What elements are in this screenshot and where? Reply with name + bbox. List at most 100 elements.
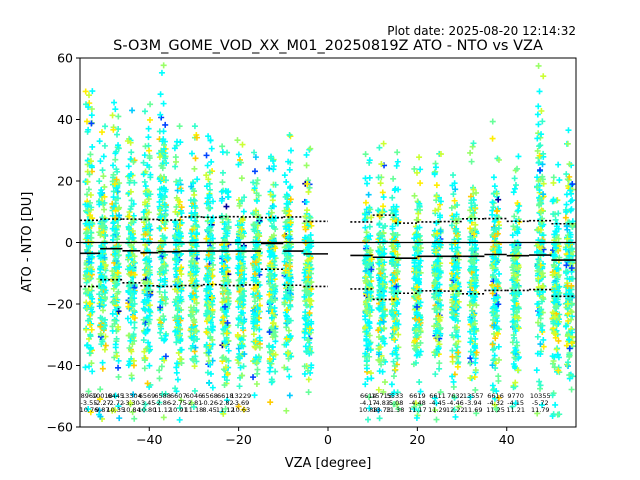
data-point xyxy=(128,269,135,276)
data-point xyxy=(451,406,458,413)
data-point xyxy=(88,112,95,119)
data-point xyxy=(85,207,92,214)
data-point xyxy=(287,235,294,242)
data-point xyxy=(470,140,477,147)
data-point xyxy=(178,287,185,294)
data-point xyxy=(376,220,383,227)
data-point xyxy=(97,263,104,270)
data-point xyxy=(413,169,420,176)
data-point xyxy=(432,207,439,214)
data-point xyxy=(493,312,500,319)
data-point xyxy=(100,258,107,265)
data-point xyxy=(203,343,210,350)
data-point xyxy=(416,401,423,408)
data-point xyxy=(395,331,402,338)
data-point xyxy=(219,299,226,306)
data-point xyxy=(89,143,96,150)
data-point xyxy=(375,259,382,266)
data-point xyxy=(225,337,232,344)
data-point xyxy=(129,107,136,114)
data-point xyxy=(267,191,274,198)
data-point xyxy=(549,272,556,279)
data-point xyxy=(112,106,119,113)
scatter-column xyxy=(388,149,402,413)
data-point xyxy=(116,264,123,271)
data-point xyxy=(362,381,369,388)
data-point xyxy=(549,198,556,205)
data-point xyxy=(187,292,194,299)
data-point xyxy=(141,152,148,159)
data-point xyxy=(377,270,384,277)
data-point xyxy=(450,315,457,322)
data-point xyxy=(516,251,523,258)
data-point xyxy=(252,338,259,345)
scatter-column xyxy=(124,107,138,422)
data-point xyxy=(141,365,148,372)
data-point xyxy=(251,271,258,277)
data-point xyxy=(87,192,94,199)
data-point xyxy=(449,299,456,306)
data-point xyxy=(433,220,440,227)
data-point xyxy=(411,337,418,344)
data-point xyxy=(174,138,181,145)
data-point xyxy=(128,372,135,379)
data-point xyxy=(115,373,122,380)
data-point xyxy=(392,263,399,270)
data-point xyxy=(101,254,108,261)
data-point xyxy=(301,370,308,377)
data-point xyxy=(564,235,571,242)
data-point xyxy=(416,316,423,323)
data-point xyxy=(556,177,563,184)
data-point xyxy=(172,296,179,303)
stat-count: 5533 xyxy=(387,392,404,400)
data-point xyxy=(433,266,440,273)
data-point xyxy=(413,309,420,316)
scatter-column xyxy=(140,101,154,413)
data-point xyxy=(112,250,119,257)
data-point xyxy=(455,290,462,297)
data-point xyxy=(143,286,150,293)
data-point xyxy=(157,111,164,118)
data-point xyxy=(207,361,214,368)
data-point xyxy=(254,306,261,313)
data-point xyxy=(194,176,201,183)
stat-count: 10018 xyxy=(92,392,113,400)
data-point xyxy=(250,374,257,381)
stat-mean: -2.82 xyxy=(217,399,234,407)
data-point xyxy=(86,171,93,178)
data-point xyxy=(112,215,119,222)
data-point xyxy=(305,376,312,383)
data-point xyxy=(377,244,384,251)
data-point xyxy=(206,169,213,176)
data-point xyxy=(87,321,94,328)
stat-count: 6588 xyxy=(154,392,171,400)
data-point xyxy=(174,360,181,367)
data-point xyxy=(162,204,169,211)
data-point xyxy=(509,232,516,239)
data-point xyxy=(220,277,227,284)
data-point xyxy=(563,201,570,208)
data-point xyxy=(413,269,420,276)
stat-std: 12.22 xyxy=(446,406,465,414)
data-point xyxy=(303,198,310,205)
data-point xyxy=(144,162,151,169)
data-point xyxy=(433,309,440,316)
data-point xyxy=(537,341,544,348)
data-point xyxy=(239,141,246,148)
data-point xyxy=(412,327,419,334)
data-point xyxy=(305,274,312,281)
data-point xyxy=(101,193,108,200)
data-point xyxy=(515,207,522,214)
data-point xyxy=(162,121,169,128)
data-point xyxy=(178,240,185,247)
data-point xyxy=(204,308,211,315)
data-point xyxy=(256,334,263,341)
x-tick-label: −40 xyxy=(136,432,162,447)
data-point xyxy=(412,359,419,366)
data-point xyxy=(388,260,395,267)
data-point xyxy=(287,147,294,154)
data-point xyxy=(363,236,370,243)
stat-mean: -4.45 xyxy=(429,399,446,407)
data-point xyxy=(287,303,294,310)
